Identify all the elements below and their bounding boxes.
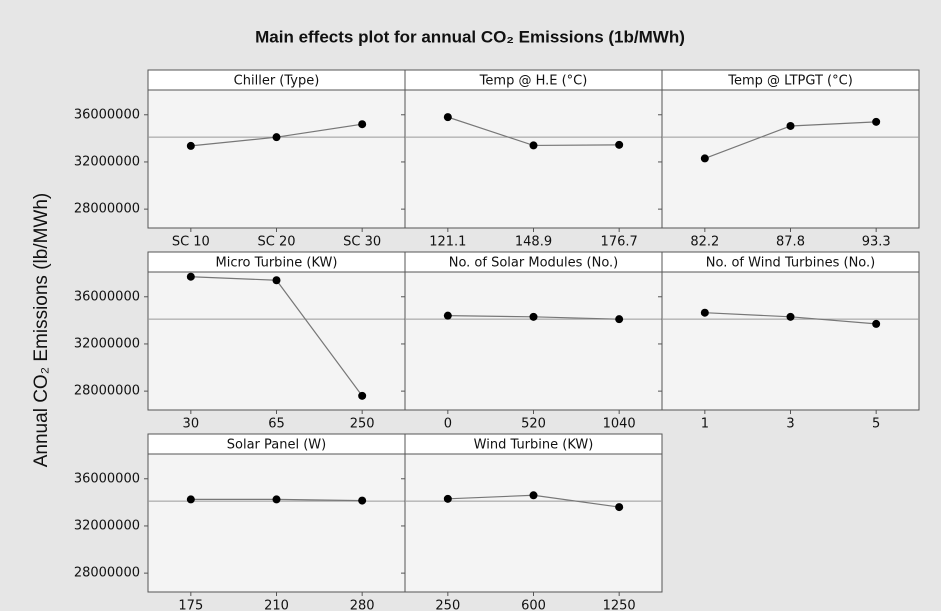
point xyxy=(615,315,624,324)
x-tick-label: 1040 xyxy=(603,417,636,432)
point xyxy=(272,495,281,504)
panel xyxy=(661,251,920,411)
y-tick-label: 28000000 xyxy=(74,202,140,217)
point xyxy=(872,117,881,126)
point xyxy=(358,120,367,129)
x-tick-label: 250 xyxy=(435,599,460,611)
point xyxy=(615,140,624,149)
point xyxy=(700,308,709,317)
panel-title: Temp @ LTPGT (°C) xyxy=(727,74,853,89)
point xyxy=(358,391,367,400)
y-tick-label: 28000000 xyxy=(74,384,140,399)
panel-title: Wind Turbine (KW) xyxy=(474,438,594,453)
point xyxy=(358,496,367,505)
x-tick-label: 176.7 xyxy=(601,235,638,250)
point xyxy=(272,133,281,142)
x-tick-label: 175 xyxy=(178,599,203,611)
point xyxy=(786,121,795,130)
x-tick-label: 600 xyxy=(521,599,546,611)
x-tick-label: 280 xyxy=(350,599,375,611)
point xyxy=(529,141,538,150)
point xyxy=(615,503,624,512)
x-tick-label: 520 xyxy=(521,417,546,432)
x-tick-label: SC 20 xyxy=(257,235,295,250)
panel-title: Temp @ H.E (°C) xyxy=(479,74,588,89)
panel-title: Chiller (Type) xyxy=(234,74,320,89)
x-tick-label: 1 xyxy=(701,417,709,432)
point xyxy=(272,276,281,285)
chart-title: Main effects plot for annual CO₂ Emissio… xyxy=(255,27,685,46)
point xyxy=(443,311,452,320)
y-tick-label: 32000000 xyxy=(74,154,140,169)
x-tick-label: 121.1 xyxy=(429,235,466,250)
point xyxy=(786,312,795,321)
panel-title: Solar Panel (W) xyxy=(227,438,326,453)
panel xyxy=(404,433,663,593)
panel-title: No. of Solar Modules (No.) xyxy=(449,256,619,271)
y-tick-label: 32000000 xyxy=(74,518,140,533)
panel-title: No. of Wind Turbines (No.) xyxy=(706,256,875,271)
panel-header xyxy=(404,433,663,455)
point xyxy=(700,154,709,163)
x-tick-label: 30 xyxy=(183,417,200,432)
x-tick-label: 82.2 xyxy=(690,235,719,250)
x-tick-label: 87.8 xyxy=(776,235,805,250)
x-tick-label: 148.9 xyxy=(515,235,552,250)
x-tick-label: 250 xyxy=(350,417,375,432)
y-tick-label: 36000000 xyxy=(74,471,140,486)
x-tick-label: 93.3 xyxy=(862,235,891,250)
x-tick-label: SC 10 xyxy=(172,235,210,250)
panel xyxy=(147,433,406,593)
point xyxy=(443,113,452,122)
x-tick-label: 3 xyxy=(786,417,794,432)
point xyxy=(872,319,881,328)
x-tick-label: 5 xyxy=(872,417,880,432)
point xyxy=(186,141,195,150)
y-axis-label: Annual CO₂ Emissions (lb/MWh) xyxy=(31,193,52,468)
x-tick-label: 210 xyxy=(264,599,289,611)
panel-header xyxy=(661,69,920,91)
point xyxy=(529,312,538,321)
x-tick-label: SC 30 xyxy=(343,235,381,250)
y-tick-label: 32000000 xyxy=(74,336,140,351)
point xyxy=(443,494,452,503)
x-tick-label: 65 xyxy=(268,417,285,432)
point xyxy=(186,272,195,281)
panel-title: Micro Turbine (KW) xyxy=(216,256,338,271)
point xyxy=(529,491,538,500)
panel-header xyxy=(661,251,920,273)
x-tick-label: 0 xyxy=(444,417,452,432)
panel xyxy=(404,251,663,411)
y-tick-label: 28000000 xyxy=(74,566,140,581)
y-tick-label: 36000000 xyxy=(74,107,140,122)
point xyxy=(186,495,195,504)
x-tick-label: 1250 xyxy=(603,599,636,611)
panel xyxy=(147,251,406,411)
panel xyxy=(147,69,406,229)
panel xyxy=(661,69,920,229)
y-tick-label: 36000000 xyxy=(74,289,140,304)
